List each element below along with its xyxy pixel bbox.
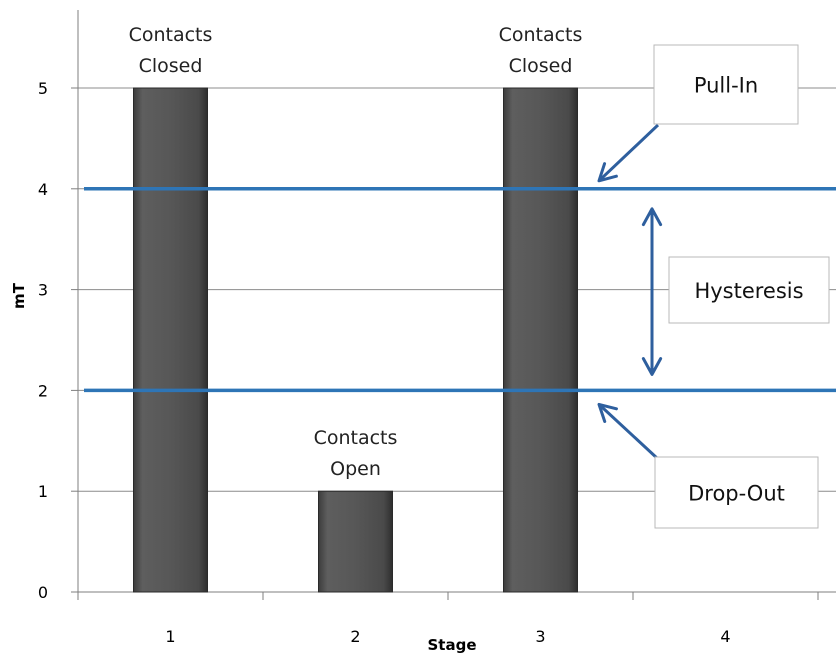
bar-label: Contacts — [314, 427, 398, 449]
y-axis-title: mT — [10, 282, 28, 309]
x-axis-title: Stage — [427, 636, 476, 653]
y-tick-label: 1 — [38, 482, 48, 501]
y-tick-label: 0 — [38, 583, 48, 602]
pull-in-arrow-shaft — [597, 123, 660, 182]
bars — [133, 87, 578, 593]
pull-in-arrowhead — [597, 162, 618, 183]
bar — [503, 87, 578, 593]
bar — [318, 490, 393, 593]
bar-label: Closed — [139, 55, 203, 77]
y-tick-label: 5 — [38, 79, 48, 98]
drop-out-arrowhead — [597, 402, 618, 423]
x-tick-label: 3 — [535, 627, 545, 646]
y-tick-label: 2 — [38, 381, 48, 400]
annotations: Pull-In Hysteresis Drop-Out — [597, 44, 830, 529]
bar-label: Open — [330, 458, 381, 480]
y-tick-label: 4 — [38, 180, 48, 199]
drop-out-callout-text: Drop-Out — [688, 482, 785, 506]
bar — [133, 87, 208, 593]
axes: 0 1 2 3 4 5 1 2 3 4 — [38, 10, 836, 646]
bar-label: Contacts — [499, 24, 583, 46]
hysteresis-arrowhead-bottom — [641, 357, 663, 376]
hysteresis-callout-text: Hysteresis — [694, 279, 803, 303]
drop-out-callout-box — [654, 456, 819, 529]
x-tick-label: 2 — [350, 627, 360, 646]
hysteresis-arrowhead-top — [641, 207, 663, 227]
pull-in-callout-text: Pull-In — [694, 74, 758, 98]
reference-lines — [84, 187, 836, 393]
x-tick-label: 4 — [720, 627, 730, 646]
x-tick-label: 1 — [165, 627, 175, 646]
pull-in-callout-box — [653, 44, 799, 125]
bar-labels: Contacts Closed Contacts Open Contacts Closed — [129, 24, 583, 480]
bar-label: Contacts — [129, 24, 213, 46]
drop-out-arrow-shaft — [597, 403, 660, 461]
hysteresis-callout-box — [668, 256, 830, 324]
y-tick-label: 3 — [38, 281, 48, 300]
bar-label: Closed — [509, 55, 573, 77]
